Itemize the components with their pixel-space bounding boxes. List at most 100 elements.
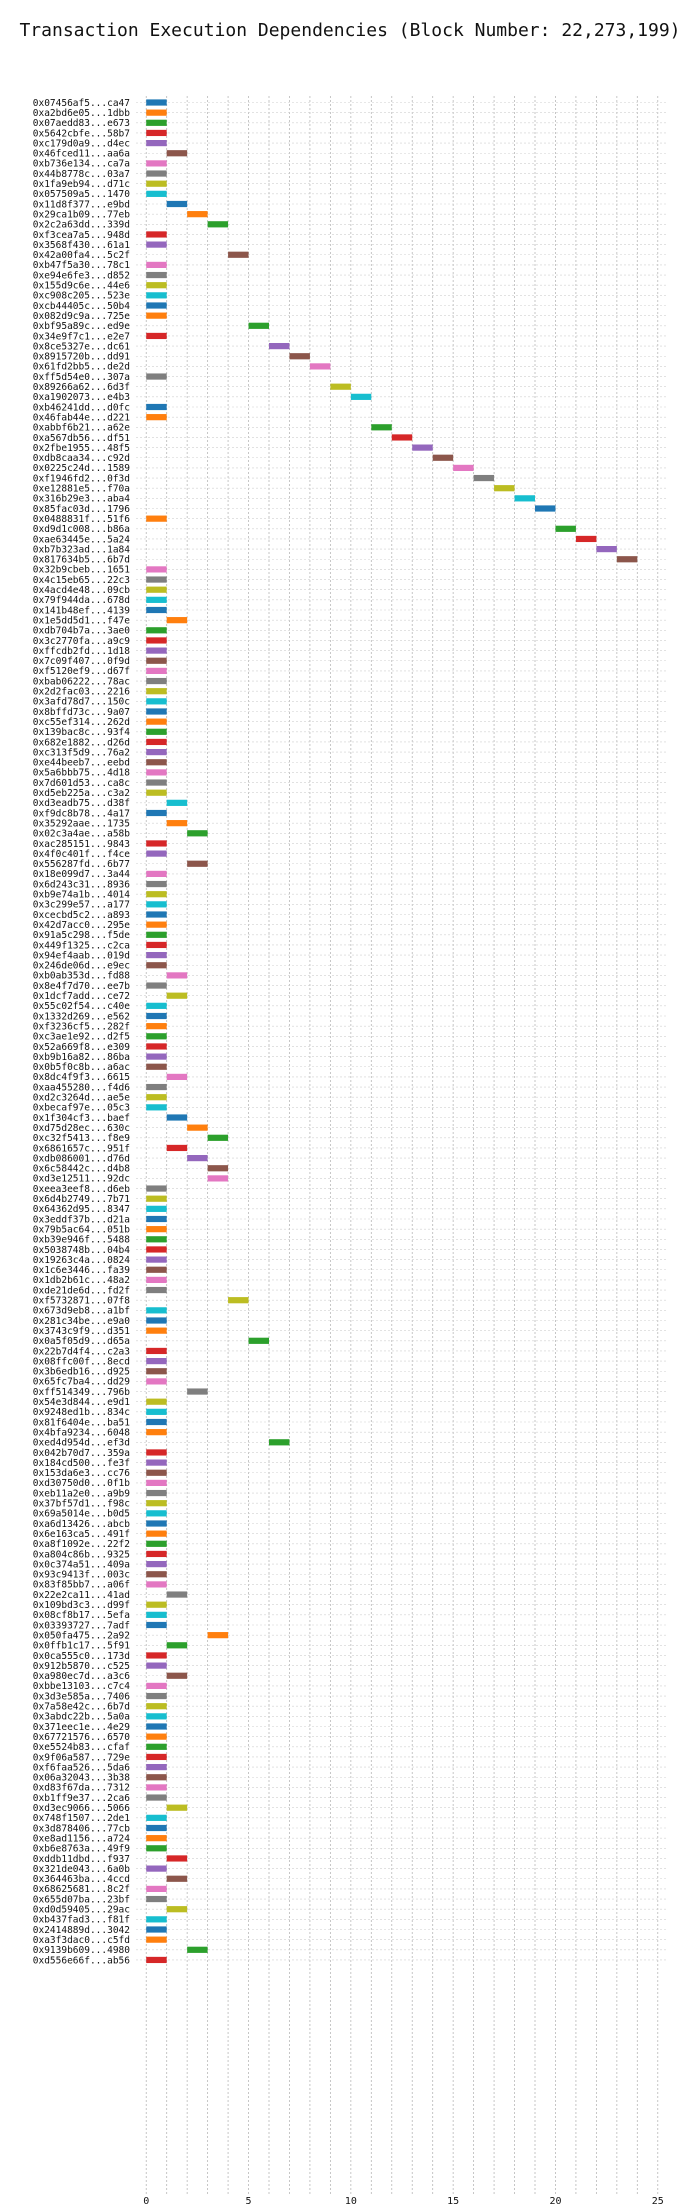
transaction-hash-label: 0x748f1507...2de1 [33,1813,131,1824]
transaction-bar [187,830,208,837]
transaction-bar [146,1083,167,1091]
transaction-hash-label: 0xeb11a2e0...a9b9 [33,1488,131,1499]
transaction-hash-label: 0xa567db56...df51 [33,433,131,444]
bar-layer [146,99,638,1964]
transaction-bar [146,1652,167,1659]
transaction-hash-label: 0x042b70d7...359a [33,1448,130,1459]
transaction-hash-label: 0x3d878406...77cb [33,1823,131,1834]
transaction-hash-label: 0x79b5ac64...051b [33,1224,131,1235]
transaction-hash-label: 0xde21de6d...fd2f [33,1285,130,1296]
transaction-hash-label: 0xf6faa526...5da6 [33,1762,131,1773]
transaction-bar [166,200,188,208]
transaction-bar [146,1246,167,1253]
transaction-bar [166,1804,188,1811]
transaction-bar [146,1510,167,1517]
transaction-bar [146,1743,167,1750]
transaction-hash-label: 0x5642cbfe...58b7 [33,128,130,139]
transaction-bar [575,535,597,543]
transaction-hash-label: 0x9248ed1b...834c [33,1407,130,1418]
transaction-hash-label: 0x81f6404e...ba51 [33,1417,131,1428]
transaction-hash-label: 0x3568f430...61a1 [33,240,131,251]
transaction-hash-label: 0x18e099d7...3a44 [33,869,131,880]
transaction-hash-label: 0xeea3eef8...d6eb [33,1184,131,1195]
transaction-hash-label: 0xd30750d0...0f1b [33,1478,131,1489]
transaction-hash-label: 0x83f85bb7...a06f [33,1580,130,1591]
transaction-bar [146,129,167,137]
transaction-bar [207,1632,229,1639]
transaction-hash-label: 0x3eddf37b...d21a [33,1214,130,1225]
transaction-bar [269,1439,290,1446]
tick-layer: 0 5 10 15 20 25 [143,2196,664,2207]
transaction-hash-label: 0x057509a5...1470 [33,189,131,200]
transaction-hash-label: 0x67721576...6570 [33,1732,131,1743]
transaction-bar [146,1276,167,1283]
transaction-bar [166,1855,188,1862]
transaction-hash-label: 0x3743c9f9...d351 [33,1326,131,1337]
transaction-bar [535,505,556,512]
transaction-hash-label: 0x6861657c...951f [33,1143,130,1154]
transaction-bar [146,1429,167,1436]
transaction-bar [146,1033,167,1040]
transaction-bar [146,1956,167,1964]
transaction-hash-label: 0x46fced11...aa6a [33,149,130,160]
transaction-hash-label: 0xf3cea7a5...948d [33,230,130,241]
transaction-bar [146,779,167,786]
transaction-hash-label: 0x55c02f54...c40e [33,1001,131,1012]
transaction-hash-label: 0xb46241dd...d0fc [33,402,130,413]
transaction-bar [146,1256,167,1263]
transaction-bar [146,1286,167,1294]
transaction-bar [187,211,208,218]
transaction-hash-label: 0xdb704b7a...3ae0 [33,626,131,637]
transaction-bar [146,1733,167,1740]
transaction-bar [166,1642,188,1649]
transaction-hash-label: 0xdb086001...d76d [33,1153,130,1164]
transaction-bar [146,1824,167,1832]
transaction-hash-label: 0xe12881e5...f70a [33,484,130,495]
transaction-bar [146,1692,167,1700]
transaction-bar [514,495,535,502]
transaction-hash-label: 0xf5732871...07f8 [33,1296,131,1307]
transaction-bar [146,606,167,614]
transaction-bar [146,576,167,583]
transaction-bar [146,1459,167,1466]
transaction-hash-label: 0xcecbd5c2...a893 [33,910,130,921]
transaction-bar [146,769,167,776]
transaction-bar [371,424,392,431]
transaction-hash-label: 0xbab06222...78ac [33,676,130,687]
transaction-bar [146,708,167,715]
transaction-hash-label: 0x281c34be...e9a0 [33,1316,131,1327]
transaction-hash-label: 0x9139b609...4980 [33,1945,131,1956]
x-tick-label: 15 [447,2196,459,2207]
transaction-hash-label: 0x35292aae...1735 [33,818,130,829]
transaction-hash-label: 0x79f944da...678d [33,595,130,606]
transaction-hash-label: 0xffcdb2fd...1d18 [33,646,131,657]
transaction-hash-label: 0x364463ba...4ccd [33,1874,130,1885]
transaction-hash-label: 0x1e5dd5d1...f47e [33,615,131,626]
transaction-bar [187,1155,208,1162]
transaction-bar [146,1885,167,1892]
transaction-hash-label: 0x22b7d4f4...c2a3 [33,1346,130,1357]
transaction-bar [187,860,208,867]
transaction-hash-label: 0xf9dc8b78...4a17 [33,808,130,819]
transaction-bar [146,647,167,654]
transaction-bar [166,1144,188,1152]
transaction-bar [146,1540,167,1547]
transaction-hash-label: 0x4c15eb65...22c3 [33,575,130,586]
transaction-bar [187,1388,208,1395]
transaction-hash-label: 0xbecaf97e...05c3 [33,1103,130,1114]
transaction-hash-label: 0x0488831f...51f6 [33,514,131,525]
transaction-hash-label: 0xc32f5413...f8e9 [33,1133,131,1144]
transaction-bar [166,1591,188,1598]
transaction-hash-label: 0x1dcf7add...ce72 [33,991,130,1002]
transaction-bar [248,322,269,329]
transaction-bar [432,454,454,461]
transaction-hash-label: 0x449f1325...c2ca [33,940,130,951]
transaction-hash-label: 0xbf95a89c...ed9e [33,321,131,332]
transaction-bar [146,1764,167,1771]
transaction-hash-label: 0x03393727...7adf [33,1620,130,1631]
transaction-bar [146,180,167,187]
transaction-bar [146,1408,167,1415]
transaction-hash-label: 0xa8f1092e...22f2 [33,1539,130,1550]
transaction-hash-label: 0x371eec1e...4e29 [33,1722,131,1733]
